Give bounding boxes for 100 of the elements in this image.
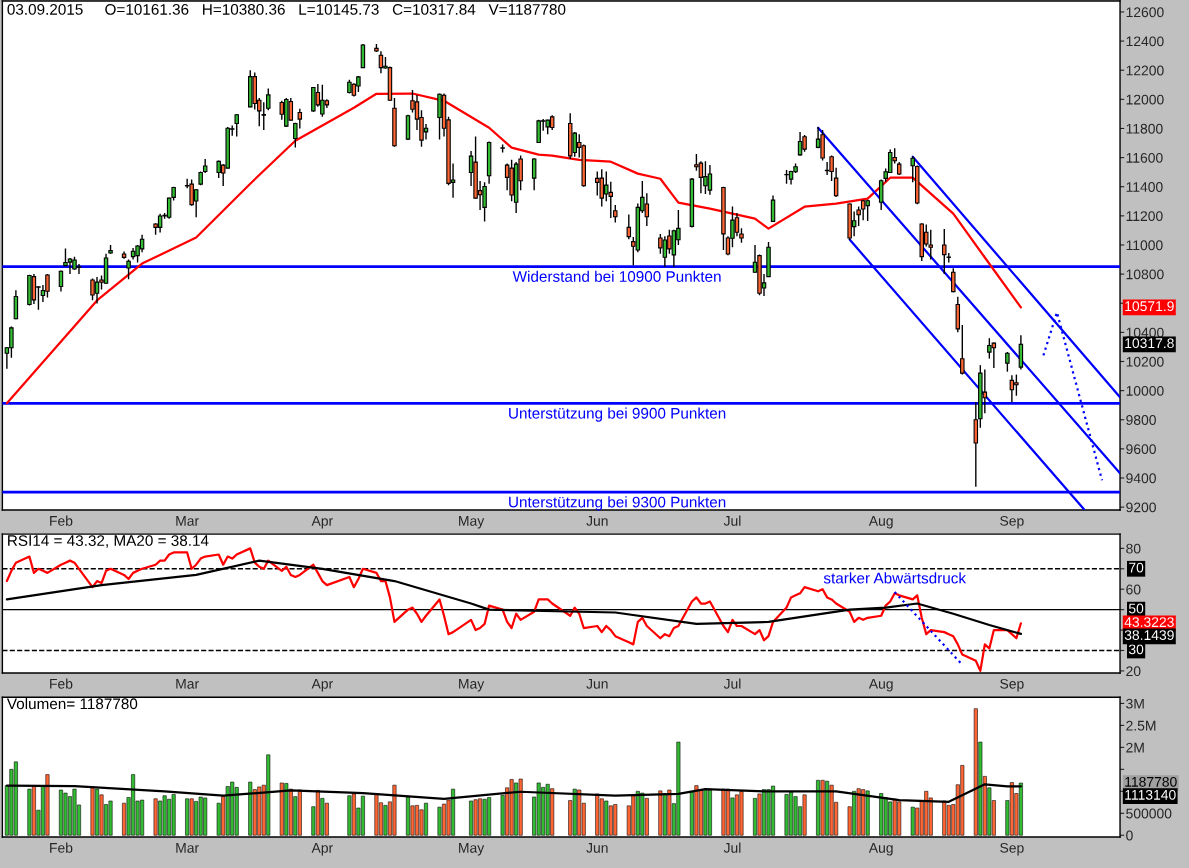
candlestick bbox=[67, 257, 73, 275]
x-tick-label: Feb bbox=[50, 678, 73, 689]
y-tick-label: 10200 bbox=[1126, 356, 1164, 367]
candlestick bbox=[595, 170, 600, 197]
x-tick-label: Apr bbox=[311, 516, 333, 529]
x-tick-label: May bbox=[459, 516, 485, 529]
x-tick-label: Sep bbox=[1000, 842, 1024, 856]
candlestick bbox=[261, 101, 267, 131]
x-tick-label: Jun bbox=[586, 516, 608, 526]
candlestick bbox=[126, 258, 131, 280]
y-tick-label: 9800 bbox=[1126, 415, 1156, 425]
candlestick bbox=[703, 160, 708, 195]
x-tick-label: Sep bbox=[1000, 678, 1024, 692]
x-tick-label: Apr bbox=[311, 679, 333, 692]
y-tick-label: 500000 bbox=[1126, 808, 1172, 819]
x-tick-label: Jul bbox=[723, 515, 741, 526]
ref-line-label: 30 bbox=[1128, 644, 1144, 655]
y-tick-label: 9600 bbox=[1126, 444, 1156, 455]
candlestick bbox=[942, 228, 947, 275]
candlestick bbox=[599, 168, 605, 208]
y-tick-label: 11000 bbox=[1126, 240, 1163, 251]
y-tick-label: 11600 bbox=[1126, 152, 1163, 163]
candlestick bbox=[311, 86, 316, 113]
candlestick bbox=[9, 325, 14, 359]
candlestick bbox=[960, 324, 965, 376]
candlestick bbox=[626, 213, 632, 240]
x-tick-label: Feb bbox=[50, 842, 73, 853]
x-tick-label: Aug bbox=[868, 679, 893, 692]
x-tick-label: Aug bbox=[868, 516, 893, 529]
candlestick bbox=[991, 341, 997, 369]
y-tick-label: 20 bbox=[1126, 666, 1141, 677]
candlestick bbox=[320, 84, 325, 118]
x-tick-label: Mar bbox=[176, 679, 199, 689]
candlestick bbox=[928, 228, 934, 261]
y-tick-label: 3M bbox=[1126, 698, 1144, 709]
x-tick-label: May bbox=[459, 679, 485, 692]
text: 10317.8 bbox=[1125, 338, 1174, 349]
annotation: starker Abwärtsdruck bbox=[823, 572, 967, 584]
candlestick bbox=[76, 263, 82, 275]
y-tick-label: 11200 bbox=[1126, 211, 1163, 222]
y-tick-label: 9200 bbox=[1126, 502, 1156, 513]
ref-line-label: 50 bbox=[1128, 603, 1144, 614]
candlestick bbox=[734, 212, 740, 237]
candlestick bbox=[266, 87, 271, 111]
ref-line-label: 70 bbox=[1129, 562, 1144, 573]
candlestick bbox=[437, 92, 442, 141]
text: 1113140 bbox=[1125, 789, 1176, 800]
candlestick bbox=[31, 273, 37, 305]
candlestick bbox=[1005, 351, 1010, 373]
line-series bbox=[5, 92, 1022, 405]
y-tick-label: 10000 bbox=[1126, 385, 1164, 396]
y-tick-label: 2.5M bbox=[1126, 720, 1156, 731]
y-tick-label: 11800 bbox=[1126, 123, 1163, 134]
candlestick bbox=[94, 276, 100, 305]
text: 43.3223 bbox=[1124, 617, 1174, 628]
candlestick bbox=[698, 160, 704, 194]
candlestick bbox=[951, 267, 956, 294]
ref-line-label: Unterstützung bei 9900 Punkten bbox=[509, 407, 726, 422]
chart-title: Volumen= 1187780 bbox=[6, 697, 138, 710]
y-tick-label: 12000 bbox=[1126, 94, 1164, 105]
x-tick-label: Jul bbox=[723, 678, 741, 689]
candlestick bbox=[662, 235, 668, 268]
y-tick-label: 11400 bbox=[1126, 182, 1163, 192]
candlestick bbox=[910, 155, 915, 184]
y-tick-label: 10800 bbox=[1126, 269, 1164, 280]
candlestick bbox=[1014, 373, 1019, 397]
y-tick-label: 12400 bbox=[1126, 36, 1164, 47]
chart-title: 03.09.2015 O=10161.36 H=10380.36 L=10145.73 C=10317.84 V=1187780 bbox=[7, 3, 566, 15]
x-tick-label: Sep bbox=[1000, 515, 1024, 529]
x-tick-label: Mar bbox=[176, 843, 199, 853]
x-tick-label: Jun bbox=[586, 843, 608, 853]
candlestick bbox=[531, 157, 537, 192]
x-tick-label: Apr bbox=[311, 843, 333, 856]
candlestick bbox=[482, 181, 487, 223]
line-series bbox=[5, 547, 1022, 673]
candlestick bbox=[770, 194, 776, 223]
x-tick-label: Jun bbox=[586, 679, 608, 689]
candlestick bbox=[157, 212, 163, 234]
chart-title: RSI14 = 43.32, MA20 = 38.14 bbox=[8, 535, 209, 548]
y-tick-label: 80 bbox=[1126, 543, 1141, 554]
y-tick-label: 12200 bbox=[1126, 65, 1164, 76]
candlestick bbox=[45, 273, 50, 299]
text: 38.1439 bbox=[1124, 630, 1174, 641]
candlestick bbox=[90, 277, 95, 302]
y-tick-label: 0 bbox=[1126, 830, 1133, 841]
text: 10571.9 bbox=[1125, 301, 1174, 312]
y-tick-label: 2M bbox=[1126, 742, 1144, 753]
y-tick-label: 10400 bbox=[1126, 327, 1164, 338]
x-tick-label: May bbox=[459, 843, 485, 856]
candlestick bbox=[360, 43, 366, 69]
text: 1187780 bbox=[1125, 776, 1177, 787]
y-tick-label: 60 bbox=[1126, 584, 1141, 595]
y-tick-label: 12600 bbox=[1126, 7, 1164, 18]
x-tick-label: Jul bbox=[723, 842, 741, 853]
x-tick-label: Feb bbox=[50, 515, 73, 526]
x-tick-label: Mar bbox=[176, 516, 199, 526]
x-tick-label: Aug bbox=[868, 843, 893, 856]
candlestick bbox=[707, 164, 713, 196]
candlestick bbox=[820, 129, 825, 162]
ref-line-label: Widerstand bei 10900 Punkten bbox=[512, 270, 721, 282]
